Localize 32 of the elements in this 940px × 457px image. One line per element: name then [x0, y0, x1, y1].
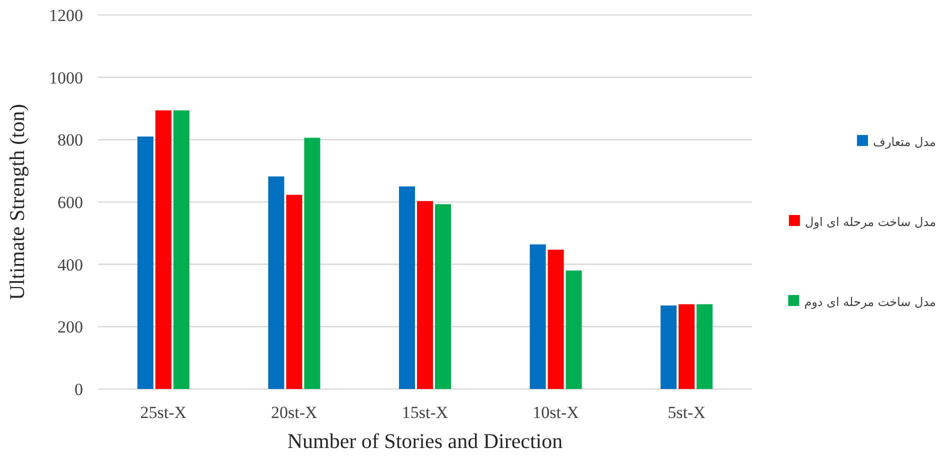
- bar: [399, 186, 415, 389]
- y-tick-label: 200: [58, 318, 83, 337]
- bar: [548, 250, 564, 389]
- bar: [566, 270, 582, 389]
- bar: [155, 110, 172, 389]
- bar: [678, 304, 695, 389]
- y-axis-title: Ultimate Strength (ton): [5, 104, 29, 300]
- bar: [137, 136, 154, 389]
- y-tick-label: 1000: [49, 68, 83, 88]
- bar: [304, 138, 320, 389]
- x-tick-label: 5st-X: [668, 403, 706, 422]
- bar: [435, 204, 451, 389]
- y-tick-label: 400: [58, 255, 83, 274]
- x-tick-label: 15st-X: [402, 403, 448, 422]
- y-tick-label: 800: [58, 130, 83, 150]
- bar: [660, 305, 677, 389]
- legend-label: مدل متعارف: [873, 135, 936, 149]
- legend-label: مدل ساخت مرحله ای اول: [804, 215, 936, 229]
- bar: [173, 110, 190, 389]
- y-tick-label: 600: [58, 193, 83, 212]
- legend-label: مدل ساخت مرحله ای دوم: [804, 295, 936, 309]
- x-tick-label: 20st-X: [271, 403, 318, 422]
- x-axis-title: Number of Stories and Direction: [287, 429, 564, 453]
- y-tick-label: 0: [74, 380, 83, 399]
- y-tick-label: 1200: [49, 6, 83, 25]
- bar: [696, 304, 713, 389]
- x-tick-label: 25st-X: [140, 403, 187, 422]
- bar: [286, 194, 302, 389]
- bar: [530, 244, 546, 389]
- x-tick-label: 10st-X: [532, 403, 579, 422]
- bar: [417, 201, 433, 389]
- bar: [268, 176, 284, 389]
